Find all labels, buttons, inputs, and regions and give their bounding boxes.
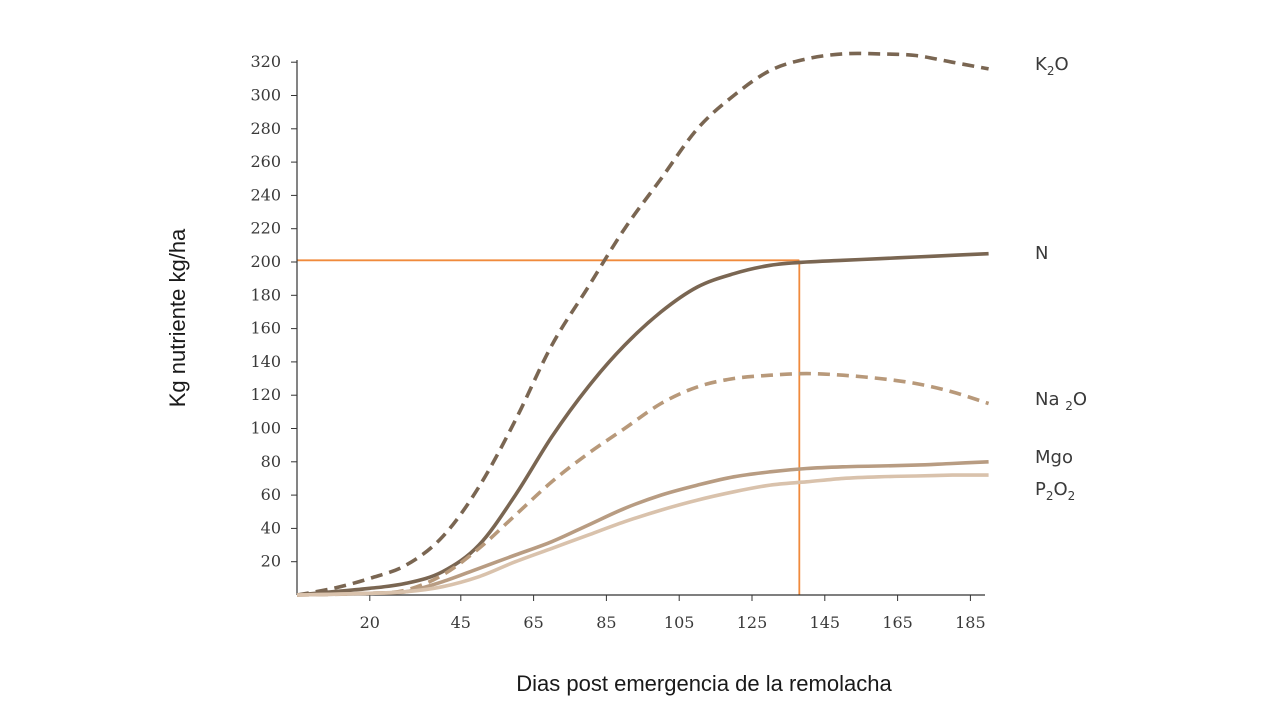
y-axis-ticks: 20 40 60 80 100 120 140 160 180 200 220 240 260 280 30… [250, 52, 297, 571]
y-tick-label: 320 [250, 52, 281, 71]
axes [296, 60, 985, 596]
series-line-na2o [296, 371, 990, 597]
x-axis-title: Dias post emergencia de la remolacha [516, 671, 892, 696]
series-line-k2o [296, 51, 989, 597]
y-tick-label: 300 [250, 86, 281, 105]
x-tick-label: 165 [882, 613, 913, 632]
y-tick-label: 200 [250, 252, 281, 271]
y-tick-label: 160 [250, 319, 281, 338]
y-axis-title: Kg nutriente kg/ha [165, 228, 190, 407]
x-axis-ticks: 20 45 65 85 105 125 145 165 185 [360, 595, 986, 632]
x-tick-label: 45 [451, 613, 471, 632]
series-lines [296, 51, 990, 597]
series-line-mgo [296, 460, 989, 597]
y-tick-label: 100 [250, 419, 281, 438]
series-label-k2o: K2O [1035, 54, 1069, 78]
x-tick-label: 85 [596, 613, 616, 632]
y-tick-label: 280 [250, 119, 281, 138]
y-tick-label: 60 [261, 485, 281, 504]
y-tick-label: 20 [261, 552, 281, 571]
y-tick-label: 120 [250, 385, 281, 404]
x-tick-label: 65 [523, 613, 543, 632]
y-tick-label: 240 [250, 185, 281, 204]
series-labels: K2O N Na 2O Mgo P2O2 [1035, 54, 1087, 503]
reference-lines [297, 259, 801, 595]
y-tick-label: 220 [250, 219, 281, 238]
series-label-na2o: Na 2O [1035, 389, 1087, 413]
x-tick-label: 125 [737, 613, 768, 632]
series-label-n: N [1035, 243, 1048, 264]
x-tick-label: 20 [360, 613, 380, 632]
y-tick-label: 140 [250, 352, 281, 371]
y-tick-label: 80 [261, 452, 281, 471]
y-tick-label: 180 [250, 285, 281, 304]
series-line-n [296, 251, 989, 597]
series-line-p2o2 [296, 473, 989, 597]
x-tick-label: 185 [955, 613, 986, 632]
x-tick-label: 105 [664, 613, 695, 632]
x-tick-label: 145 [810, 613, 841, 632]
y-tick-label: 260 [250, 152, 281, 171]
y-tick-label: 40 [261, 518, 281, 537]
series-label-p2o2: P2O2 [1035, 479, 1075, 503]
series-label-mgo: Mgo [1035, 447, 1073, 468]
